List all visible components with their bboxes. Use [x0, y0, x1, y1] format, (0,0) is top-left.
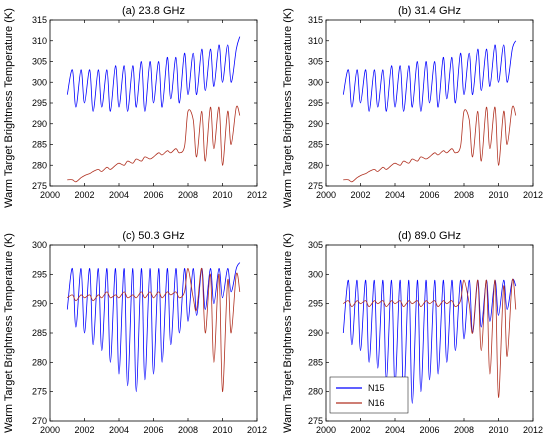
- y-tick-label: 290: [308, 328, 323, 338]
- plot-frame: [49, 244, 258, 422]
- panel-1: (b) 31.4 GHz 2000 2002 2004 2006 2008 2010 2012…: [308, 5, 543, 200]
- y-tick-label: 305: [308, 240, 323, 250]
- x-tick-label: 2004: [385, 425, 405, 435]
- y-tick-label: 295: [308, 299, 323, 309]
- y-tick-label: 280: [308, 160, 323, 170]
- x-tick-label: 2002: [350, 190, 370, 200]
- y-tick-label: 290: [32, 119, 47, 129]
- ylabel-bottom-right: Warm Target Brightness Temperature (K): [282, 233, 294, 433]
- x-tick-label: 2004: [109, 425, 129, 435]
- y-tick-label: 285: [308, 140, 323, 150]
- legend-label-n16: N16: [368, 398, 385, 408]
- y-tick-label: 310: [32, 36, 47, 46]
- y-tick-label: 310: [308, 36, 323, 46]
- y-tick-label: 270: [32, 416, 47, 426]
- y-tick-label: 280: [308, 387, 323, 397]
- x-tick-label: 2006: [419, 425, 439, 435]
- y-tick-label: 285: [32, 140, 47, 150]
- x-tick-label: 2008: [178, 190, 198, 200]
- y-tick-label: 275: [32, 181, 47, 191]
- y-tick-label: 290: [32, 299, 47, 309]
- x-tick-label: 2008: [178, 425, 198, 435]
- panel-2: (c) 50.3 GHz 2000 2002 2004 2006 2008 2010 2012…: [32, 230, 267, 435]
- x-tick-label: 2010: [212, 190, 232, 200]
- series-line-n15: [66, 36, 241, 112]
- y-tick-label: 315: [32, 15, 47, 25]
- x-tick-label: 2012: [523, 190, 543, 200]
- y-tick-label: 295: [32, 98, 47, 108]
- x-tick-label: 2010: [488, 425, 508, 435]
- y-tick-label: 280: [32, 160, 47, 170]
- x-tick-label: 2010: [212, 425, 232, 435]
- x-tick-label: 2006: [143, 425, 163, 435]
- x-tick-label: 2008: [454, 425, 474, 435]
- x-tick-label: 2000: [40, 190, 60, 200]
- x-tick-label: 2012: [523, 425, 543, 435]
- panel-0: (a) 23.8 GHz 2000 2002 2004 2006 2008 2010 2012…: [32, 5, 267, 200]
- series-line-n16: [67, 268, 241, 393]
- y-tick-label: 285: [32, 328, 47, 338]
- y-tick-label: 280: [32, 357, 47, 367]
- series-line-n16: [67, 105, 241, 183]
- x-tick-label: 2000: [40, 425, 60, 435]
- y-tick-label: 275: [308, 416, 323, 426]
- ylabel-top-right: Warm Target Brightness Temperature (K): [282, 8, 294, 208]
- y-tick-label: 295: [32, 269, 47, 279]
- series-line-n15: [342, 40, 517, 112]
- x-tick-label: 2012: [247, 425, 267, 435]
- y-tick-label: 295: [308, 98, 323, 108]
- series-line-n16: [343, 105, 517, 183]
- x-tick-label: 2006: [143, 190, 163, 200]
- x-tick-label: 2004: [109, 190, 129, 200]
- x-tick-label: 2006: [419, 190, 439, 200]
- ylabel-top-left: Warm Target Brightness Temperature (K): [3, 8, 15, 208]
- x-tick-label: 2004: [385, 190, 405, 200]
- y-tick-label: 300: [32, 240, 47, 250]
- panel-title: (b) 31.4 GHz: [398, 5, 461, 17]
- legend-box: [329, 376, 409, 414]
- x-tick-label: 2008: [454, 190, 474, 200]
- legend-label-n15: N15: [368, 383, 385, 393]
- y-tick-label: 275: [32, 387, 47, 397]
- legend: N15 N16: [329, 376, 409, 414]
- ylabel-bottom-left: Warm Target Brightness Temperature (K): [3, 233, 15, 433]
- x-tick-label: 2002: [350, 425, 370, 435]
- y-tick-label: 275: [308, 181, 323, 191]
- x-tick-label: 2002: [74, 425, 94, 435]
- x-tick-label: 2000: [316, 190, 336, 200]
- x-tick-label: 2002: [74, 190, 94, 200]
- series-line-n15: [66, 262, 241, 393]
- panel-title: (a) 23.8 GHz: [122, 5, 185, 17]
- series-line-n16: [343, 278, 517, 398]
- panel-title: (c) 50.3 GHz: [122, 230, 184, 242]
- y-tick-label: 285: [308, 357, 323, 367]
- y-tick-label: 315: [308, 15, 323, 25]
- y-tick-label: 305: [308, 57, 323, 67]
- x-tick-label: 2010: [488, 190, 508, 200]
- y-tick-label: 300: [32, 77, 47, 87]
- y-tick-label: 300: [308, 269, 323, 279]
- panel-title: (d) 89.0 GHz: [398, 230, 461, 242]
- x-tick-label: 2000: [316, 425, 336, 435]
- y-tick-label: 290: [308, 119, 323, 129]
- y-tick-label: 300: [308, 77, 323, 87]
- y-tick-label: 305: [32, 57, 47, 67]
- x-tick-label: 2012: [247, 190, 267, 200]
